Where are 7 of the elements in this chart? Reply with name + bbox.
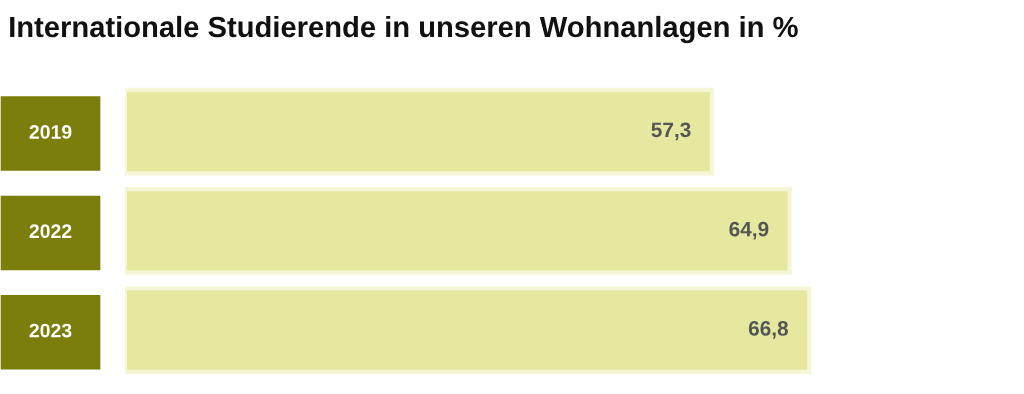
data-label: 57,3 xyxy=(651,122,691,141)
data-label: 66,8 xyxy=(748,321,788,339)
y-tick-label: 2023 xyxy=(29,323,72,338)
y-tick-label: 2019 xyxy=(29,125,72,139)
y-tick-label: 2022 xyxy=(29,224,72,239)
chart-title: Internationale Studierende in unseren Wohnanlagen in % xyxy=(10,15,798,44)
data-label: 64,9 xyxy=(729,221,769,240)
